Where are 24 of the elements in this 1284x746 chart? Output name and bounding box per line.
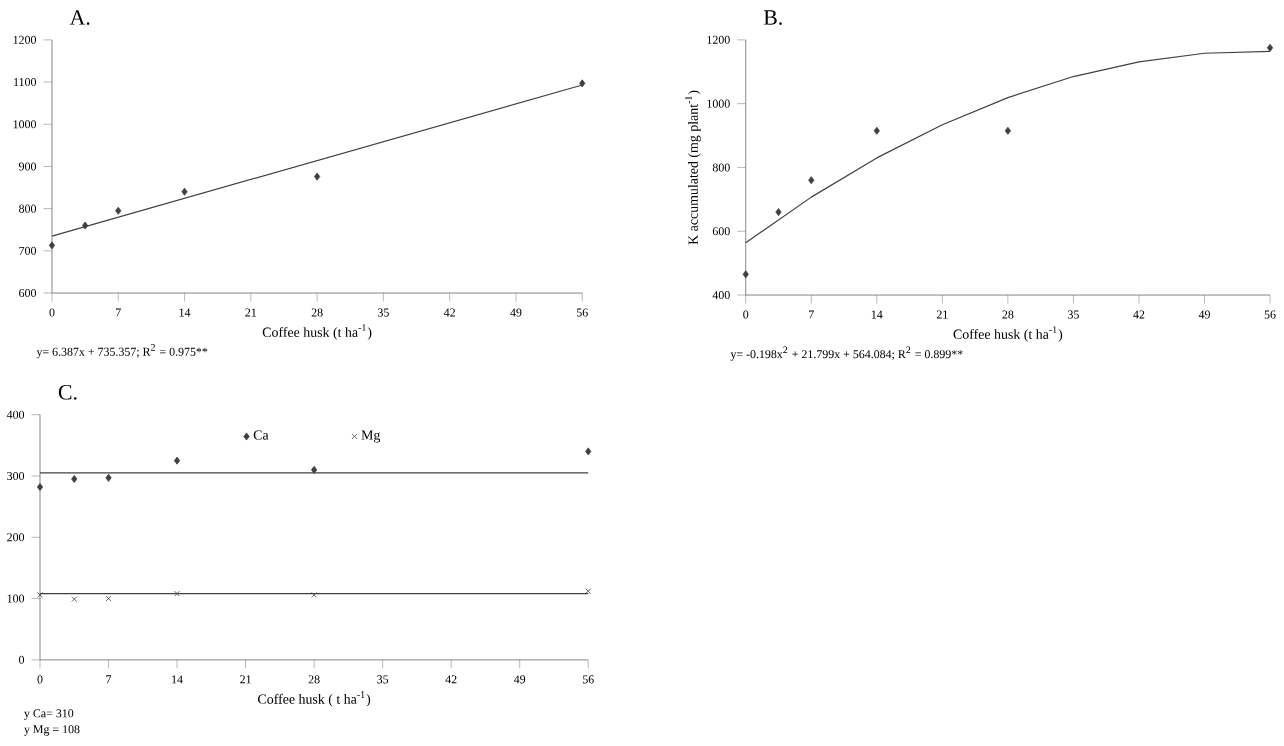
point: [105, 474, 112, 482]
point: [311, 592, 318, 599]
chart-title: C.: [58, 385, 77, 400]
point: [311, 466, 318, 474]
point: [181, 187, 188, 196]
point: [314, 172, 321, 181]
point: [82, 221, 89, 230]
point: [105, 595, 112, 602]
point: [48, 241, 56, 250]
point: [873, 126, 880, 135]
chart-title: A.: [69, 10, 90, 26]
chart-title: B.: [763, 10, 782, 26]
point: [71, 596, 78, 603]
point: [115, 206, 122, 215]
point: [174, 590, 180, 597]
point: [808, 176, 815, 185]
point: [585, 447, 592, 456]
point: [1004, 126, 1011, 135]
point: [742, 270, 749, 279]
point: [579, 79, 586, 88]
point: [775, 208, 782, 217]
point: [36, 483, 44, 492]
point: [173, 456, 181, 465]
point: [71, 475, 78, 484]
